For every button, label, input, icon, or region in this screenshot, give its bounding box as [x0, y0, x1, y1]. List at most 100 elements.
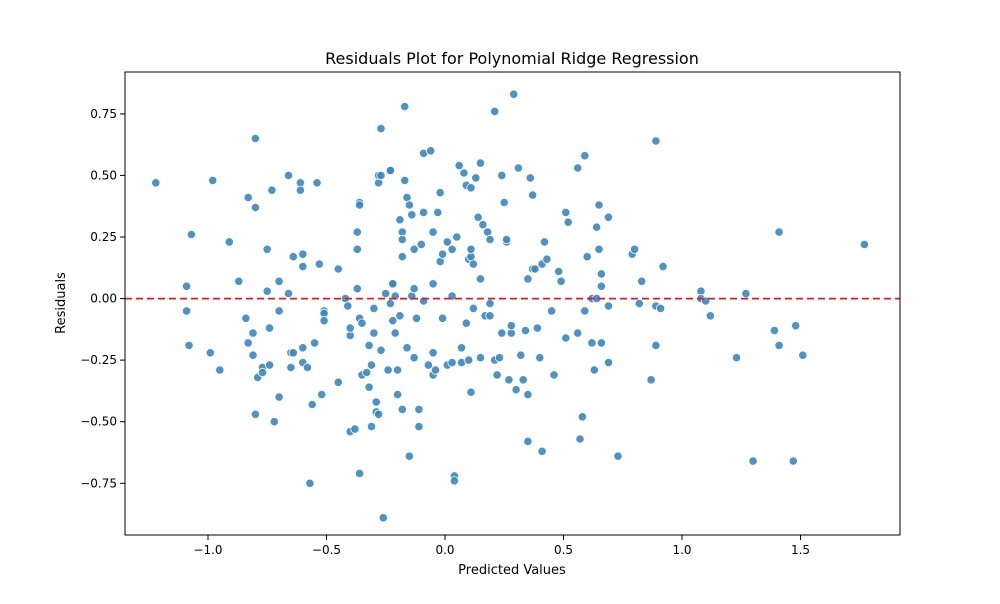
data-point — [409, 353, 419, 363]
data-point — [241, 313, 251, 323]
data-point — [400, 101, 410, 112]
data-point — [373, 409, 384, 419]
data-point — [234, 276, 244, 286]
data-point — [402, 343, 412, 353]
data-point — [286, 362, 296, 373]
data-point — [437, 313, 448, 323]
data-point — [404, 200, 414, 210]
data-point — [471, 173, 481, 183]
data-point — [788, 456, 798, 466]
data-point — [594, 244, 604, 254]
data-point — [250, 202, 260, 213]
data-point — [596, 269, 607, 279]
data-point — [274, 306, 284, 316]
data-point — [426, 146, 436, 156]
data-point — [262, 286, 272, 296]
data-point — [591, 222, 602, 232]
data-point — [774, 340, 784, 350]
data-point — [466, 387, 476, 397]
data-point — [428, 348, 438, 358]
data-point — [452, 232, 462, 242]
data-point — [205, 348, 215, 358]
data-point — [364, 382, 374, 392]
data-point — [388, 316, 398, 326]
data-point — [511, 385, 521, 395]
data-point — [494, 353, 505, 363]
data-point — [397, 252, 407, 262]
data-point — [298, 261, 308, 272]
data-point — [646, 375, 656, 385]
data-point — [468, 259, 478, 269]
data-point — [748, 456, 758, 466]
data-point — [437, 249, 448, 259]
data-point — [366, 360, 377, 370]
data-point — [520, 325, 531, 336]
data-point — [352, 284, 362, 294]
data-point — [224, 237, 234, 247]
data-point — [151, 178, 161, 188]
data-point — [461, 318, 471, 328]
data-point — [603, 357, 614, 368]
data-point — [651, 136, 661, 146]
data-point — [459, 168, 469, 178]
data-point — [501, 234, 512, 245]
data-point — [409, 284, 419, 294]
chart-title: Residuals Plot for Polynomial Ridge Regr… — [325, 49, 699, 68]
data-point — [563, 217, 573, 227]
data-point — [518, 375, 528, 385]
x-tick-label: −1.0 — [193, 543, 222, 557]
data-point — [357, 318, 367, 328]
data-point — [418, 207, 429, 217]
x-tick-label: 0.5 — [554, 543, 573, 557]
data-point — [390, 328, 400, 338]
data-point — [509, 89, 519, 99]
data-point — [530, 264, 540, 274]
data-point — [411, 313, 422, 323]
data-point — [307, 399, 317, 410]
y-tick-label: 0.50 — [90, 168, 117, 182]
data-point — [575, 434, 585, 444]
data-point — [580, 151, 590, 161]
data-point — [376, 170, 386, 180]
data-point — [423, 360, 433, 370]
data-point — [430, 365, 441, 375]
y-tick-label: 0.25 — [90, 230, 117, 244]
data-point — [248, 328, 258, 338]
data-point — [182, 281, 192, 291]
data-point — [186, 229, 196, 240]
data-point — [447, 244, 457, 254]
data-point — [637, 276, 647, 286]
data-point — [774, 227, 784, 237]
data-point — [428, 227, 438, 237]
data-point — [546, 306, 557, 316]
data-point — [580, 306, 590, 316]
data-point — [352, 227, 362, 237]
data-point — [561, 207, 571, 217]
data-point — [594, 200, 604, 210]
data-point — [312, 178, 322, 188]
data-point — [345, 323, 355, 333]
data-point — [556, 276, 566, 286]
data-point — [274, 276, 284, 286]
data-point — [539, 237, 550, 247]
data-point — [395, 311, 405, 321]
data-point — [298, 249, 308, 259]
data-point — [414, 404, 424, 414]
data-point — [466, 183, 476, 193]
data-point — [305, 478, 315, 488]
y-tick-label: −0.75 — [80, 476, 117, 490]
y-axis-ticks: −0.75 −0.50 −0.25 0.00 0.25 0.50 0.75 — [80, 107, 125, 490]
data-point — [582, 252, 592, 262]
data-point — [497, 328, 507, 338]
data-point — [577, 412, 588, 422]
data-point — [385, 165, 395, 176]
data-point — [651, 340, 661, 350]
data-point — [295, 185, 305, 195]
data-point — [573, 328, 583, 338]
data-point — [523, 274, 533, 284]
data-point — [267, 185, 277, 195]
data-point — [343, 301, 353, 311]
data-point — [283, 288, 294, 299]
data-point — [397, 234, 407, 245]
data-point — [392, 365, 403, 375]
